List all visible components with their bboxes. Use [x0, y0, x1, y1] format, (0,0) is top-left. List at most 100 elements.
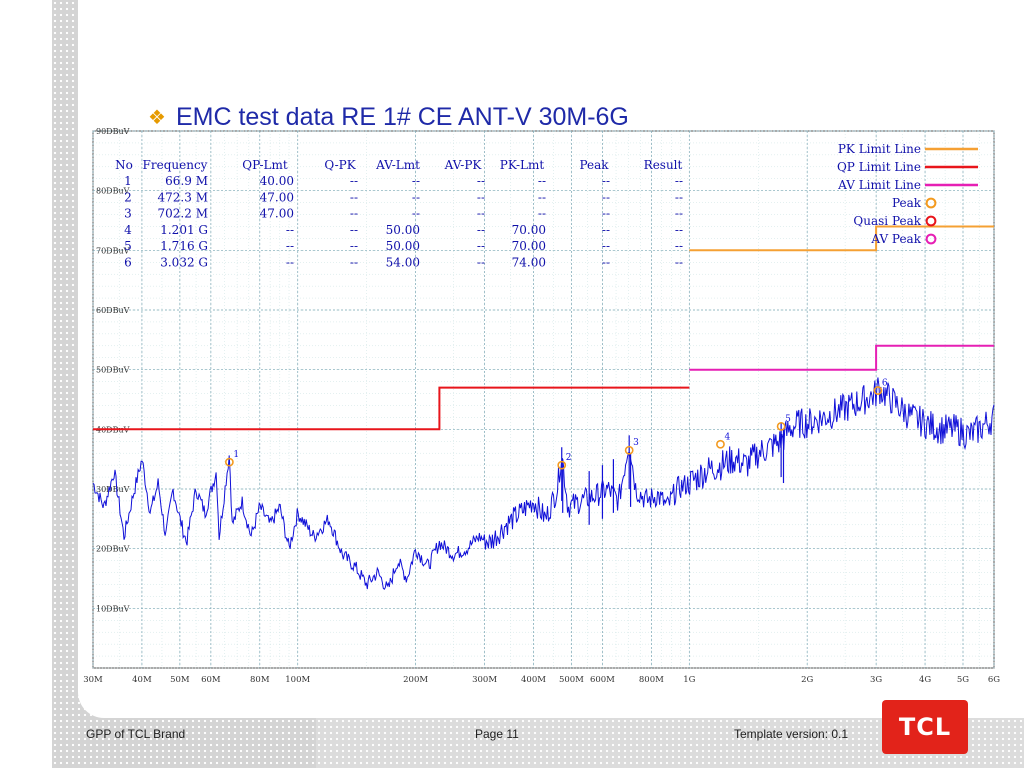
table-cell: 702.2 M [158, 207, 208, 221]
table-cell: -- [412, 174, 420, 188]
peak-marker-2 [557, 460, 567, 470]
table-cell: -- [477, 223, 485, 237]
x-tick-label: 5G [957, 675, 969, 685]
legend-label: Peak [892, 196, 922, 210]
table-cell: -- [350, 239, 358, 253]
table-cell: -- [538, 207, 546, 221]
limit-line-av-limit-line [689, 344, 994, 371]
legend-label: Quasi Peak [853, 214, 921, 228]
table-header-cell: Peak [579, 158, 609, 172]
measurement-trace [92, 377, 995, 590]
slide-title: ❖ EMC test data RE 1# CE ANT-V 30M-6G [148, 100, 629, 134]
y-tick-label: 80DBuV [96, 187, 130, 196]
y-tick-label: 20DBuV [96, 545, 130, 554]
table-cell: -- [675, 207, 683, 221]
y-tick-label: 90DBuV [96, 127, 130, 136]
table-cell: 6 [124, 256, 132, 270]
table-cell: 54.00 [386, 256, 420, 270]
x-tick-label: 3G [870, 675, 882, 685]
peak-marker-3 [624, 445, 634, 455]
table-cell: 70.00 [512, 223, 546, 237]
table-cell: 47.00 [260, 190, 294, 204]
table-cell: -- [477, 207, 485, 221]
table-cell: -- [675, 190, 683, 204]
table-cell: -- [602, 223, 610, 237]
table-cell: -- [350, 190, 358, 204]
legend-swatch-marker [925, 233, 937, 245]
table-cell: -- [675, 239, 683, 253]
table-cell: -- [412, 207, 420, 221]
x-tick-label: 4G [919, 675, 931, 685]
x-tick-label: 100M [285, 675, 310, 685]
table-cell: 40.00 [260, 174, 294, 188]
table-cell: 2 [124, 190, 132, 204]
legend-swatch-marker [925, 197, 937, 209]
table-cell: -- [477, 239, 485, 253]
emc-chart: 10DBuV20DBuV30DBuV40DBuV50DBuV60DBuV70DB… [83, 127, 1000, 685]
table-cell: -- [286, 239, 294, 253]
y-tick-label: 10DBuV [96, 604, 130, 613]
table-cell: -- [412, 190, 420, 204]
x-tick-label: 400M [521, 675, 546, 685]
table-cell: -- [286, 223, 294, 237]
table-cell: -- [602, 174, 610, 188]
slide-title-text: EMC test data RE 1# CE ANT-V 30M-6G [175, 102, 629, 131]
table-cell: -- [675, 223, 683, 237]
table-cell: -- [675, 256, 683, 270]
peak-marker-label: 3 [633, 438, 639, 448]
peak-marker-1 [224, 457, 234, 467]
table-header-cell: PK-Lmt [500, 158, 545, 172]
table-cell: 50.00 [386, 239, 420, 253]
table-cell: -- [477, 256, 485, 270]
peak-marker-label: 6 [882, 379, 888, 389]
footer-template-version: Template version: 0.1 [734, 727, 849, 741]
table-cell: 74.00 [512, 256, 546, 270]
y-tick-label: 60DBuV [96, 306, 130, 315]
left-dotted-strip [52, 0, 78, 768]
tcl-logo: TCL [882, 700, 968, 754]
table-cell: 5 [124, 239, 132, 253]
peak-marker-5 [776, 421, 786, 431]
table-cell: -- [602, 239, 610, 253]
y-tick-label: 30DBuV [96, 485, 130, 494]
tcl-logo-text: TCL [898, 713, 952, 741]
legend-label: PK Limit Line [838, 142, 921, 156]
footer-page-number: Page 11 [475, 727, 519, 741]
x-tick-label: 200M [403, 675, 428, 685]
x-tick-label: 300M [472, 675, 497, 685]
table-cell: -- [350, 207, 358, 221]
footer-brand: GPP of TCL Brand [86, 727, 186, 741]
x-tick-label: 6G [988, 675, 1000, 685]
table-header-cell: Result [644, 158, 683, 172]
peak-marker-label: 1 [233, 450, 239, 460]
table-cell: 1.716 G [160, 239, 208, 253]
x-tick-label: 800M [639, 675, 664, 685]
y-tick-label: 70DBuV [96, 246, 130, 255]
table-cell: 66.9 M [165, 174, 208, 188]
legend-label: AV Limit Line [837, 178, 921, 192]
x-tick-label: 50M [170, 675, 190, 685]
table-header-cell: Q-PK [324, 158, 356, 172]
legend-label: AV Peak [870, 232, 921, 246]
table-cell: 4 [124, 223, 132, 237]
table-cell: 472.3 M [158, 190, 208, 204]
legend-label: QP Limit Line [837, 160, 921, 174]
table-cell: -- [602, 207, 610, 221]
table-cell: -- [286, 256, 294, 270]
x-tick-label: 80M [250, 675, 270, 685]
table-cell: 47.00 [260, 207, 294, 221]
table-cell: 1.201 G [160, 223, 208, 237]
x-tick-label: 30M [83, 675, 103, 685]
peak-marker-4 [716, 439, 725, 449]
table-cell: 3 [124, 207, 132, 221]
x-tick-label: 2G [801, 675, 813, 685]
x-tick-label: 600M [590, 675, 615, 685]
peak-marker-label: 2 [566, 453, 572, 463]
table-cell: -- [538, 174, 546, 188]
table-cell: -- [675, 174, 683, 188]
table-cell: 50.00 [386, 223, 420, 237]
table-cell: -- [602, 256, 610, 270]
table-header-cell: QP-Lmt [242, 158, 288, 172]
table-header-cell: AV-Lmt [375, 158, 420, 172]
x-tick-label: 60M [201, 675, 221, 685]
